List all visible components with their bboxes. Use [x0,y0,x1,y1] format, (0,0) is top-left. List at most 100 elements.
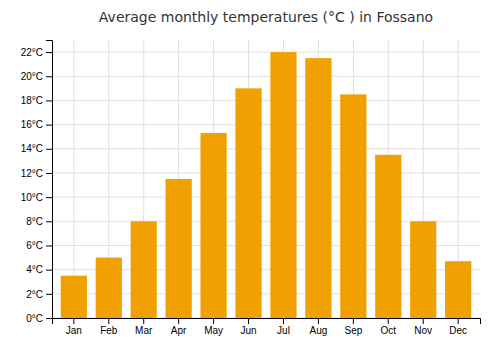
bar [61,276,87,318]
x-tick-mark [213,318,214,324]
y-tick-label: 12°C [21,168,43,179]
x-axis-line [53,319,481,325]
y-tick: 22°C [21,47,52,58]
y-tick: 6°C [26,240,52,251]
bar [445,261,471,318]
x-tick: Sep [344,318,362,336]
x-tick: Dec [449,318,467,336]
bar [375,155,401,318]
bar [96,258,122,318]
x-tick-mark [73,318,74,324]
y-axis: 0°C 2°C 4°C 6°C 8°C 10°C 12°C 14°C 16°C 18°C 20°C 2… [21,41,53,324]
y-tick-label: 10°C [21,192,43,203]
y-tick-mark [46,318,52,319]
x-tick: Jan [66,318,82,336]
y-tick-mark [46,76,52,77]
bar [270,52,296,318]
x-tick-mark [388,318,389,324]
y-tick: 20°C [21,71,52,82]
y-tick-mark [46,149,52,150]
plot: Jan Feb Mar Apr May Jun Jul Aug Sep Oct Nov Dec 0°C 2… [21,40,481,336]
x-tick-label: Mar [135,325,153,336]
grid-line-y [52,197,480,198]
bars [61,52,472,318]
y-tick: 16°C [21,119,52,130]
x-tick-mark [318,318,319,324]
y-tick-mark [46,173,52,174]
x-tick-mark [178,318,179,324]
x-tick: Jul [277,318,290,336]
y-tick: 10°C [21,192,52,203]
x-tick-label: Jul [277,325,290,336]
y-tick-mark [46,245,52,246]
x-axis: Jan Feb Mar Apr May Jun Jul Aug Sep Oct Nov Dec [53,318,481,336]
y-tick: 14°C [21,143,52,154]
x-tick-label: Jan [66,325,82,336]
grid-line-y [52,148,480,149]
y-tick-label: 18°C [21,95,43,106]
bar [305,58,331,318]
y-tick-label: 16°C [21,119,43,130]
y-axis-line [46,41,53,319]
x-tick-label: May [204,325,223,336]
x-tick-mark [458,318,459,324]
y-tick-label: 0°C [26,313,43,324]
grid-line-y [52,76,480,77]
x-tick: Feb [100,318,118,336]
grid-line-y [52,100,480,101]
y-tick-mark [46,270,52,271]
y-tick-mark [46,52,52,53]
x-tick-label: Dec [449,325,467,336]
x-tick-label: Jun [240,325,256,336]
bar [235,88,261,318]
y-tick-mark [46,221,52,222]
y-tick: 18°C [21,95,52,106]
grid [52,40,480,318]
y-tick-label: 22°C [21,47,43,58]
y-tick: 12°C [21,168,52,179]
grid-line-y [52,52,480,53]
x-tick-mark [283,318,284,324]
x-tick: Apr [171,318,187,336]
x-tick: Jun [240,318,256,336]
y-tick-mark [46,197,52,198]
chart: Jan Feb Mar Apr May Jun Jul Aug Sep Oct Nov Dec 0°C 2… [0,0,500,350]
x-tick: Oct [381,318,397,336]
grid-line-y [52,124,480,125]
title: Average monthly temperatures (°C ) in Fo… [99,9,433,25]
x-tick-mark [248,318,249,324]
y-tick-label: 14°C [21,143,43,154]
y-tick-mark [46,294,52,295]
y-tick-label: 6°C [26,240,43,251]
x-tick-mark [353,318,354,324]
x-tick-label: Sep [344,325,362,336]
x-tick-mark [108,318,109,324]
x-tick: Nov [414,318,432,336]
x-tick-mark [423,318,424,324]
x-tick-label: Apr [171,325,187,336]
x-tick: May [204,318,223,336]
grid-line-y [52,172,480,173]
x-tick-label: Oct [381,325,397,336]
x-tick-mark [143,318,144,324]
bar [166,179,192,318]
y-tick: 2°C [26,289,52,300]
y-tick-mark [46,100,52,101]
bar [131,221,157,318]
y-tick: 8°C [26,216,52,227]
x-tick-label: Aug [310,325,328,336]
bar [200,133,226,318]
y-tick: 0°C [26,313,52,324]
x-tick-label: Feb [100,325,118,336]
x-tick: Mar [135,318,153,336]
y-tick-label: 2°C [26,289,43,300]
y-tick-mark [46,125,52,126]
y-tick: 4°C [26,264,52,275]
x-tick: Aug [310,318,328,336]
y-tick-label: 4°C [26,264,43,275]
x-tick-label: Nov [414,325,432,336]
y-tick-label: 8°C [26,216,43,227]
bar [410,221,436,318]
y-tick-label: 20°C [21,71,43,82]
bar [340,94,366,318]
